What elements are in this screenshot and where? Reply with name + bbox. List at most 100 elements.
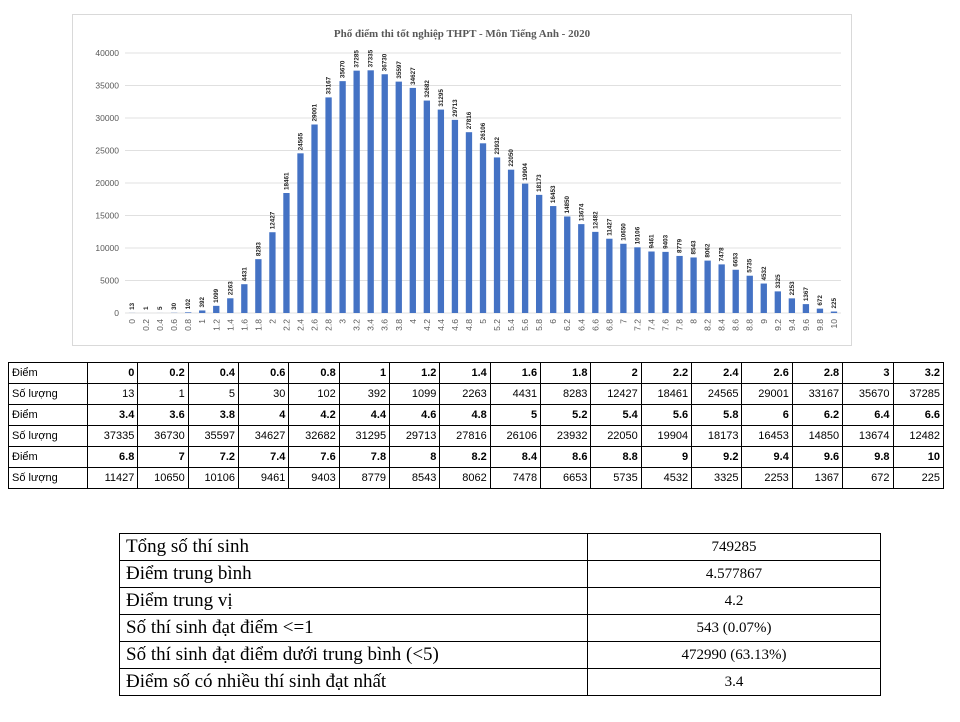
x-tick-label: 9.8 — [815, 319, 825, 331]
score-count-table: Điểm 0 0.2 0.4 0.6 0.8 1 1.2 1.4 1.6 1.8 2 2.2 2.4 2.6… — [8, 362, 944, 489]
count-cell: 19904 — [640, 425, 693, 447]
bar — [241, 284, 248, 313]
x-tick-label: 2.2 — [281, 319, 291, 331]
count-row-header: Số lượng — [8, 383, 88, 405]
bar — [227, 298, 234, 313]
count-cell: 22050 — [590, 425, 642, 447]
score-cell: 4 — [238, 404, 290, 426]
score-cell: 6.2 — [791, 404, 844, 426]
data-label: 10106 — [634, 226, 641, 244]
bar — [550, 206, 557, 313]
score-cell: 0 — [86, 362, 139, 384]
x-tick-label: 0 — [127, 319, 137, 324]
x-tick-label: 6.2 — [562, 319, 572, 331]
bar — [634, 247, 641, 313]
stats-row: Điểm trung bình 4.577867 — [119, 560, 881, 588]
x-tick-label: 1.6 — [239, 319, 249, 331]
bar — [732, 269, 739, 313]
count-cell: 29713 — [389, 425, 441, 447]
stats-label: Số thí sinh đạt điểm dưới trung bình (<5… — [119, 641, 588, 669]
count-cell: 7478 — [489, 467, 542, 489]
score-cell: 8.2 — [439, 446, 491, 468]
data-label: 3325 — [775, 274, 782, 289]
count-cell: 34627 — [238, 425, 290, 447]
data-label: 19904 — [522, 163, 529, 181]
score-cell: 9 — [640, 446, 693, 468]
score-cell: 8.8 — [590, 446, 642, 468]
score-cell: 0.8 — [288, 362, 340, 384]
stats-label: Số thí sinh đạt điểm <=1 — [119, 614, 588, 642]
data-label: 23932 — [494, 136, 501, 154]
count-cell: 225 — [892, 467, 944, 489]
stats-row: Điểm số có nhiều thí sinh đạt nhất 3.4 — [119, 668, 881, 696]
data-label: 37285 — [354, 50, 361, 68]
x-tick-label: 8 — [689, 319, 699, 324]
score-cell: 4.8 — [439, 404, 491, 426]
bar — [199, 310, 206, 313]
data-label: 18461 — [283, 172, 290, 190]
bar — [269, 232, 276, 313]
count-cell: 26106 — [489, 425, 542, 447]
bar — [535, 194, 543, 313]
count-cell: 8543 — [389, 467, 441, 489]
count-cell: 31295 — [338, 425, 391, 447]
x-tick-label: 5.8 — [534, 319, 544, 331]
y-tick-label: 0 — [114, 308, 119, 318]
x-tick-label: 5 — [478, 319, 488, 324]
bar — [746, 275, 753, 313]
data-label: 5 — [157, 306, 164, 310]
x-tick-label: 1.2 — [211, 319, 221, 331]
data-label: 2253 — [789, 281, 796, 296]
x-tick-label: 9.2 — [773, 319, 783, 331]
score-cell: 5.4 — [590, 404, 642, 426]
data-label: 12482 — [592, 211, 599, 229]
x-tick-label: 5.6 — [520, 319, 530, 331]
count-cell: 11427 — [86, 467, 139, 489]
data-label: 8779 — [677, 238, 684, 253]
x-tick-label: 3.2 — [352, 319, 362, 331]
score-cell: 3.8 — [187, 404, 240, 426]
stats-value: 472990 (63.13%) — [587, 641, 881, 669]
count-cell: 10650 — [137, 467, 189, 489]
count-cell: 37285 — [892, 383, 944, 405]
score-row: Điểm 0 0.2 0.4 0.6 0.8 1 1.2 1.4 1.6 1.8 2 2.2 2.4 2.6… — [8, 362, 944, 384]
bar — [451, 119, 459, 313]
x-tick-label: 10 — [829, 319, 839, 329]
score-cell: 4.6 — [389, 404, 441, 426]
x-tick-label: 4.2 — [422, 319, 432, 331]
stats-value: 749285 — [587, 533, 881, 561]
count-cell: 18461 — [640, 383, 693, 405]
data-label: 16453 — [550, 185, 557, 203]
x-tick-label: 8.8 — [745, 319, 755, 331]
x-tick-label: 1.8 — [253, 319, 263, 331]
count-cell: 392 — [338, 383, 391, 405]
bar — [437, 109, 445, 314]
y-tick-label: 5000 — [100, 276, 119, 286]
count-cell: 30 — [238, 383, 290, 405]
data-label: 10650 — [620, 223, 627, 241]
y-tick-label: 10000 — [95, 243, 119, 253]
stats-row: Điểm trung vị 4.2 — [119, 587, 881, 615]
x-tick-label: 3.4 — [366, 319, 376, 331]
bar — [620, 243, 627, 313]
data-label: 30 — [171, 302, 178, 310]
data-label: 32682 — [424, 80, 431, 98]
stats-row: Tổng số thí sinh 749285 — [119, 533, 881, 561]
x-tick-label: 0.4 — [155, 319, 165, 331]
count-cell: 1 — [137, 383, 189, 405]
score-cell: 2.2 — [640, 362, 693, 384]
data-label: 8062 — [705, 243, 712, 258]
x-tick-label: 4.8 — [464, 319, 474, 331]
data-label: 9461 — [648, 234, 655, 249]
count-cell: 27816 — [439, 425, 491, 447]
bar — [185, 312, 192, 313]
score-cell: 3.6 — [137, 404, 189, 426]
count-cell: 1099 — [389, 383, 441, 405]
stats-row: Số thí sinh đạt điểm <=1 543 (0.07%) — [119, 614, 881, 642]
bar — [409, 87, 416, 313]
stats-label: Điểm trung vị — [119, 587, 588, 615]
count-cell: 9461 — [238, 467, 290, 489]
bar — [606, 238, 613, 313]
summary-stats-table: Tổng số thí sinh 749285 Điểm trung bình 4.5… — [119, 533, 881, 696]
score-row: Điểm 6.8 7 7.2 7.4 7.6 7.8 8 8.2 8.4 8.6 8.8 9 9.2 9.4… — [8, 446, 944, 468]
